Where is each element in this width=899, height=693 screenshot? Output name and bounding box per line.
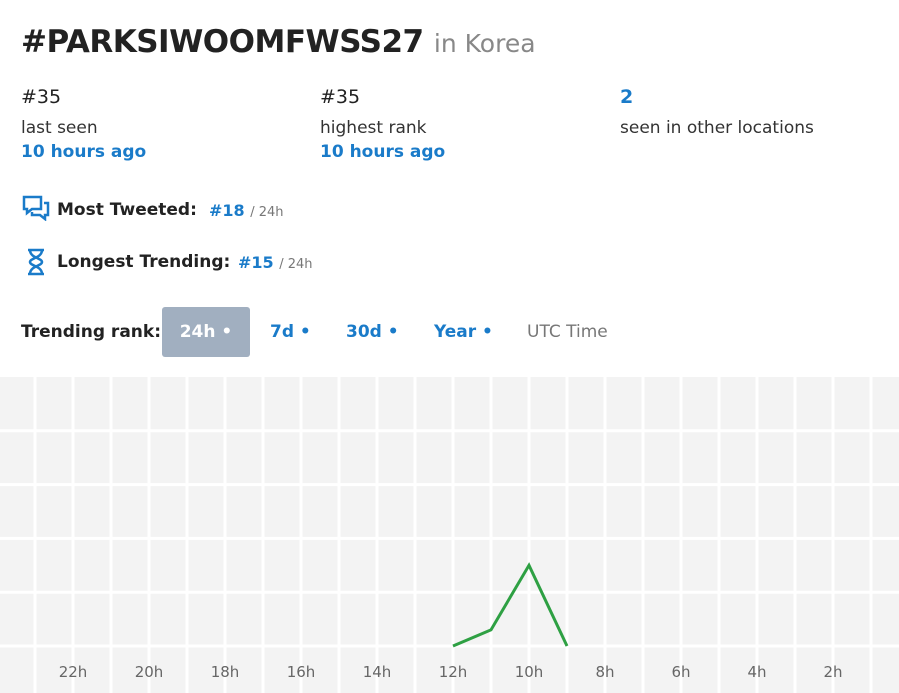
hourglass-icon [28, 248, 44, 276]
title-row: #PARKSIWOOMFWSS27 in Korea [21, 24, 536, 60]
stat-value: #35 [21, 86, 62, 108]
record-rank[interactable]: #15 / 24h [238, 253, 313, 272]
stat-label: seen in other locations [620, 118, 814, 138]
timezone[interactable]: UTC Time [527, 322, 608, 342]
tweet-icon [22, 195, 50, 221]
trend-line [452, 562, 569, 648]
record-rank[interactable]: #18 / 24h [209, 201, 284, 220]
trending-label: Trending rank: [21, 322, 161, 342]
rank[interactable]: #15 [238, 253, 274, 272]
x-tick-label: 6h [671, 663, 690, 681]
stat-value: #35 [320, 86, 361, 108]
stat-label: highest rank [320, 118, 427, 138]
tab-active[interactable]: 24h • [162, 307, 250, 357]
tab[interactable]: Year • [434, 322, 493, 342]
x-tick-label: 4h [747, 663, 766, 681]
x-tick-label: 12h [439, 663, 468, 681]
x-tick-label: 20h [135, 663, 164, 681]
x-tick-label: 18h [211, 663, 240, 681]
period: / 24h [250, 205, 284, 220]
hashtag: #PARKSIWOOMFWSS27 [21, 24, 424, 60]
x-tick-label: 16h [287, 663, 316, 681]
chart: 22h 20h 18h 16h 14h 12h 10h 8h 6h 4h 2h [0, 377, 899, 693]
record-label: Most Tweeted: [57, 200, 197, 220]
x-tick-label: 10h [515, 663, 544, 681]
tab[interactable]: 7d • [270, 322, 311, 342]
stat-label: last seen [21, 118, 98, 138]
location: in Korea [433, 29, 536, 58]
x-tick-label: 14h [363, 663, 392, 681]
record-label: Longest Trending: [57, 252, 231, 272]
stat-detail[interactable]: 10 hours ago [320, 142, 446, 162]
x-tick-label: 8h [595, 663, 614, 681]
tab[interactable]: 30d • [346, 322, 399, 342]
stat-value[interactable]: 2 [620, 86, 634, 108]
period: / 24h [279, 257, 313, 272]
rank[interactable]: #18 [209, 201, 245, 220]
x-tick-label: 2h [823, 663, 842, 681]
stat-detail[interactable]: 10 hours ago [21, 142, 147, 162]
x-tick-label: 22h [59, 663, 88, 681]
